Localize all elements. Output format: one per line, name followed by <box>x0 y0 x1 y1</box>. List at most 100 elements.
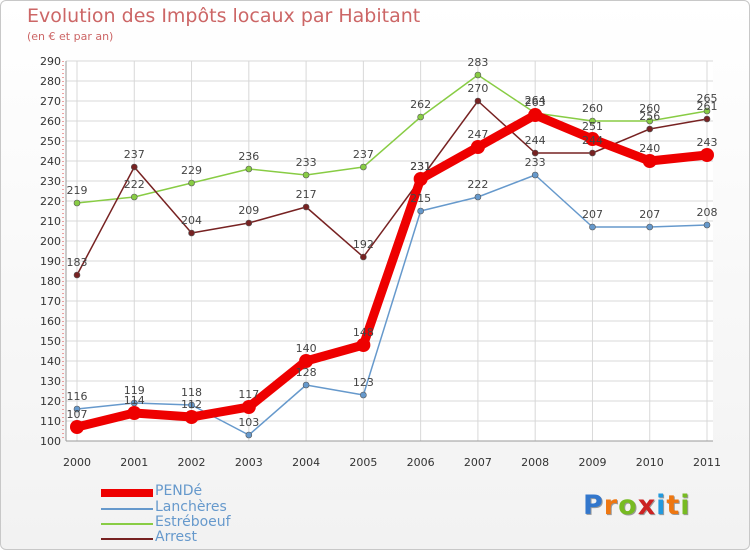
legend-label: PENDé <box>155 483 203 499</box>
data-point <box>589 149 596 157</box>
legend-label: Arrest <box>155 529 197 545</box>
legend-swatch <box>101 538 153 540</box>
data-label: 215 <box>410 192 431 205</box>
data-point <box>299 354 314 368</box>
data-label: 264 <box>525 94 546 107</box>
y-tick-label: 250 <box>40 135 61 148</box>
data-label: 244 <box>582 134 603 147</box>
data-label: 265 <box>697 92 718 105</box>
data-label: 283 <box>467 56 488 69</box>
x-tick-label: 2005 <box>349 456 377 469</box>
data-point <box>646 117 654 125</box>
y-tick-label: 160 <box>40 315 61 328</box>
data-label: 183 <box>67 256 88 269</box>
data-label: 244 <box>525 134 546 147</box>
data-point <box>245 219 253 227</box>
data-label: 256 <box>639 110 660 123</box>
series-line <box>76 100 708 276</box>
y-tick-label: 220 <box>40 195 61 208</box>
logo-letter: x <box>637 490 657 521</box>
data-point <box>531 171 539 179</box>
data-point <box>589 117 596 125</box>
y-tick-label: 170 <box>40 295 61 308</box>
data-label: 233 <box>525 156 546 169</box>
x-tick-label: 2006 <box>407 456 435 469</box>
data-point <box>184 410 199 424</box>
data-label: 209 <box>238 204 259 217</box>
y-tick-label: 270 <box>40 95 61 108</box>
data-label: 260 <box>582 102 603 115</box>
data-label: 236 <box>238 150 259 163</box>
x-tick-label: 2004 <box>292 456 320 469</box>
y-tick-label: 230 <box>40 175 61 188</box>
proxiti-logo: Proxiti <box>583 490 691 521</box>
y-tick-label: 190 <box>40 255 61 268</box>
data-point <box>360 163 367 171</box>
data-point <box>302 171 310 179</box>
data-point <box>73 199 81 207</box>
data-label: 128 <box>296 366 317 379</box>
y-tick-label: 100 <box>40 435 61 448</box>
data-point <box>474 193 482 201</box>
data-point <box>73 405 81 413</box>
y-tick-label: 240 <box>40 155 61 168</box>
data-label: 251 <box>582 120 603 133</box>
data-label: 114 <box>124 394 145 407</box>
data-label: 222 <box>124 178 145 191</box>
data-point <box>642 154 657 168</box>
data-label: 240 <box>639 142 660 155</box>
y-tick-label: 210 <box>40 215 61 228</box>
data-label: 231 <box>410 160 431 173</box>
data-point <box>302 203 310 211</box>
data-point <box>188 401 195 409</box>
data-point <box>73 271 81 279</box>
data-label: 208 <box>697 206 718 219</box>
legend-label: Estréboeuf <box>155 514 231 530</box>
data-point <box>703 115 711 123</box>
data-point <box>413 172 428 186</box>
x-tick-label: 2007 <box>464 456 492 469</box>
data-label: 123 <box>353 376 374 389</box>
x-tick-label: 2003 <box>235 456 263 469</box>
data-point <box>417 113 424 121</box>
plot-area <box>66 61 713 441</box>
data-point <box>474 71 482 79</box>
x-tick-label: 2001 <box>120 456 148 469</box>
data-label: 140 <box>296 342 317 355</box>
data-point <box>589 223 596 231</box>
data-label: 233 <box>296 156 317 169</box>
y-tick-label: 110 <box>40 415 61 428</box>
chart-title: Evolution des Impôts locaux par Habitant <box>27 5 421 27</box>
data-label: 204 <box>181 214 202 227</box>
data-point <box>528 108 543 122</box>
data-point <box>245 165 253 173</box>
data-label: 237 <box>353 148 374 161</box>
data-label: 148 <box>353 326 374 339</box>
data-label: 217 <box>296 188 317 201</box>
data-point <box>646 125 654 133</box>
y-tick-label: 290 <box>40 55 61 68</box>
data-label: 247 <box>467 128 488 141</box>
data-point <box>360 391 367 399</box>
data-label: 231 <box>410 160 431 173</box>
data-label: 243 <box>697 136 718 149</box>
data-label: 207 <box>639 208 660 221</box>
logo-letter: P <box>583 490 604 521</box>
legend-swatch <box>101 523 153 525</box>
data-point <box>585 132 600 146</box>
logo-letter: r <box>603 490 619 521</box>
data-point <box>470 140 485 154</box>
legend-swatch <box>101 508 153 510</box>
data-label: 237 <box>124 148 145 161</box>
legend-label: Lanchères <box>155 499 227 515</box>
y-tick-label: 200 <box>40 235 61 248</box>
y-tick-label: 260 <box>40 115 61 128</box>
data-label: 117 <box>238 388 259 401</box>
data-label: 270 <box>467 82 488 95</box>
data-point <box>417 207 424 215</box>
data-label: 119 <box>124 384 145 397</box>
data-point <box>646 223 654 231</box>
data-point <box>188 179 195 187</box>
